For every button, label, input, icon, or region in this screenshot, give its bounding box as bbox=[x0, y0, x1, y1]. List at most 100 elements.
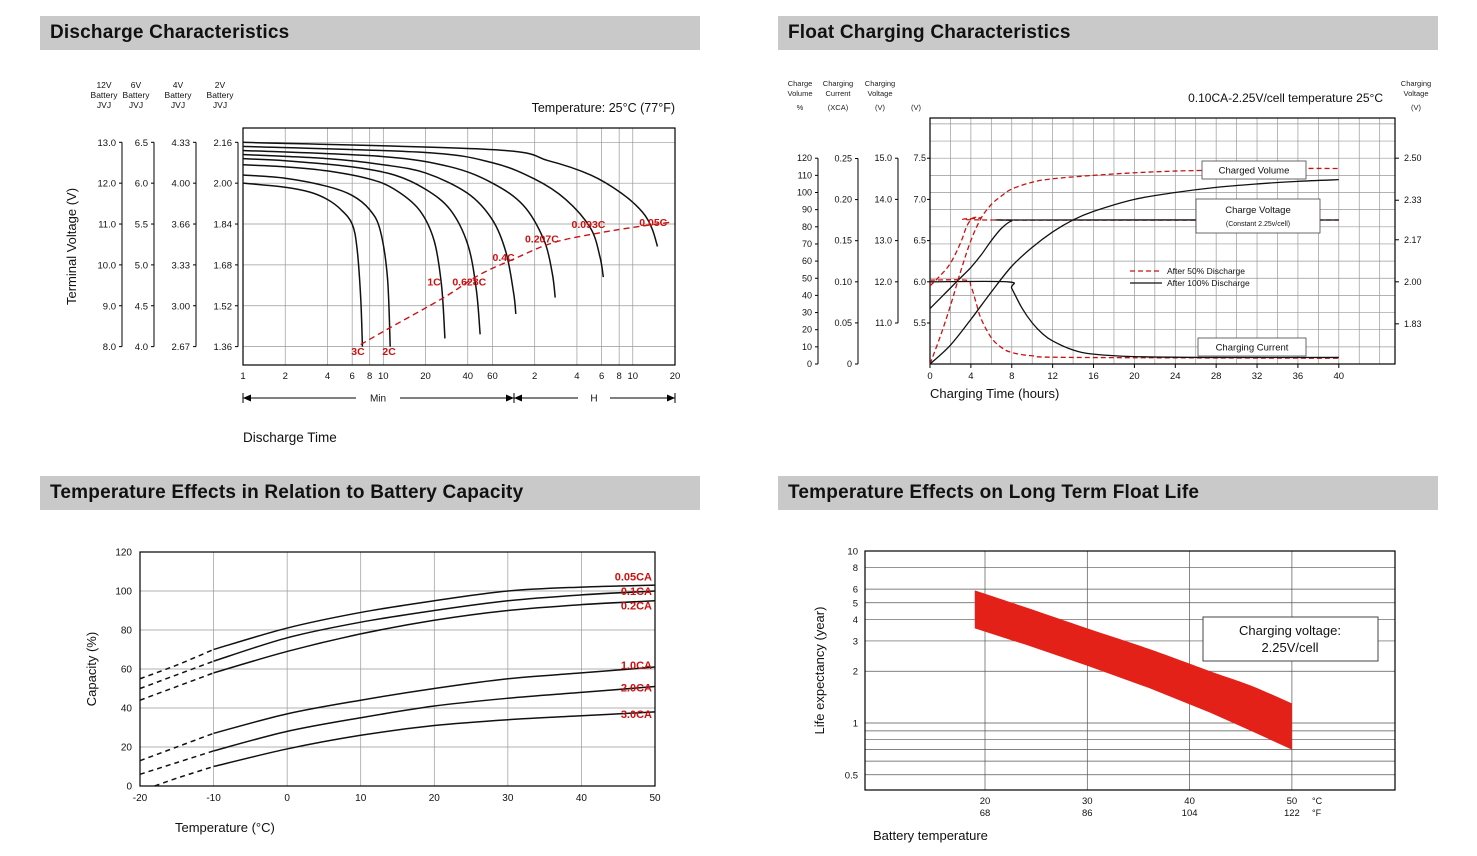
series-3C bbox=[242, 182, 364, 347]
y-tick: 0.05 bbox=[834, 318, 852, 328]
x-tick-fahrenheit: 86 bbox=[1082, 808, 1093, 819]
section-discharge: Discharge Characteristics 1 2 4 6 8 10 20 40 60 2… bbox=[40, 16, 700, 460]
y-axis-label: Capacity (%) bbox=[84, 632, 99, 706]
axis-arrowhead bbox=[243, 394, 251, 402]
series-charging-current-after-100 bbox=[929, 280, 1339, 359]
curve-label: Charge Voltage bbox=[1225, 205, 1291, 216]
x-unit-h: H bbox=[590, 394, 597, 405]
axis-arrowhead bbox=[667, 394, 675, 402]
chart-text: 4 bbox=[325, 371, 330, 382]
y-tick: 15.0 bbox=[874, 153, 892, 163]
chart-text: 4 bbox=[574, 371, 579, 382]
y-tick: 90 bbox=[802, 205, 812, 215]
x-tick: 10 bbox=[355, 793, 367, 804]
axis-arrowhead bbox=[514, 394, 522, 402]
series-1.0CA-dashed bbox=[139, 732, 214, 762]
series-0.05C bbox=[242, 141, 659, 247]
y-tick: 40 bbox=[121, 704, 133, 715]
series-label-0.2CA: 0.2CA bbox=[621, 601, 652, 613]
y-tick-right: 2.33 bbox=[1404, 195, 1422, 205]
y-tick: 120 bbox=[797, 153, 812, 163]
y-tick: 7.0 bbox=[913, 194, 926, 204]
chart-text: 2 bbox=[283, 371, 288, 382]
section-float-life: Temperature Effects on Long Term Float L… bbox=[778, 476, 1438, 855]
y-tick: 30 bbox=[802, 308, 812, 318]
series-charge-voltage-after-100 bbox=[929, 219, 1339, 310]
y-tick: 50 bbox=[802, 273, 812, 283]
discharge-chart: 1 2 4 6 8 10 20 40 60 2 4 6 8 10 2012VBatteryJVJ13.012… bbox=[64, 80, 681, 445]
y-tick: 20 bbox=[121, 743, 133, 754]
y-axis-header: Battery bbox=[123, 90, 151, 100]
series-label-3C: 3C bbox=[351, 346, 365, 358]
y-axis-header: 2V bbox=[215, 80, 226, 90]
x-tick: 0 bbox=[927, 371, 932, 382]
y-tick: 8.0 bbox=[103, 342, 116, 353]
annotation-line-1: Charging voltage: bbox=[1239, 623, 1341, 638]
y-tick: 2 bbox=[853, 667, 858, 678]
x-tick: -10 bbox=[206, 793, 221, 804]
series-label-0.05CA: 0.05CA bbox=[615, 571, 652, 583]
y-tick: 70 bbox=[802, 239, 812, 249]
series-0.2CA bbox=[213, 600, 656, 674]
y-tick: 7.5 bbox=[913, 153, 926, 163]
y-tick: 40 bbox=[802, 290, 812, 300]
x-tick-fahrenheit: 104 bbox=[1182, 808, 1198, 819]
x-axis-label: Temperature (°C) bbox=[175, 820, 275, 835]
curve-label: Charged Volume bbox=[1219, 166, 1290, 177]
x-unit-min: Min bbox=[370, 394, 386, 405]
x-tick-celsius: 40 bbox=[1184, 796, 1195, 807]
axis-header-right: Voltage bbox=[1403, 89, 1428, 98]
temperature-capacity-title: Temperature Effects in Relation to Batte… bbox=[50, 482, 524, 503]
y-tick: 5.5 bbox=[913, 318, 926, 328]
series-0.1CA bbox=[213, 590, 656, 662]
chart-text: 40 bbox=[462, 371, 473, 382]
x-unit-celsius: °C bbox=[1312, 796, 1323, 806]
series-1.0CA bbox=[213, 666, 656, 735]
y-tick: 1.84 bbox=[214, 220, 233, 231]
x-tick: 36 bbox=[1293, 371, 1304, 382]
y-tick: 5 bbox=[853, 598, 858, 609]
float-life-title-bar: Temperature Effects on Long Term Float L… bbox=[778, 476, 1438, 510]
axis-header-right: Charging bbox=[1401, 79, 1431, 88]
conditions-annotation: 0.10CA-2.25V/cell temperature 25°C bbox=[1188, 91, 1383, 105]
series-label-2C: 2C bbox=[382, 346, 396, 358]
curve-label-box bbox=[1197, 337, 1307, 357]
series-0.2CA-dashed bbox=[139, 672, 214, 701]
curve-label-box bbox=[1201, 160, 1307, 180]
chart-text: 10 bbox=[627, 371, 638, 382]
y-axis-header: Battery bbox=[165, 90, 193, 100]
axis-header: % bbox=[797, 103, 804, 112]
axis-header: Charging bbox=[823, 79, 853, 88]
y-tick: 9.0 bbox=[103, 301, 116, 312]
x-tick: 8 bbox=[1009, 371, 1014, 382]
axis-header: Current bbox=[825, 89, 851, 98]
y-tick: 12.0 bbox=[98, 179, 117, 190]
y-axis-header: JVJ bbox=[213, 100, 227, 110]
y-tick: 3 bbox=[853, 636, 858, 647]
series-label-1.0CA: 1.0CA bbox=[621, 660, 652, 672]
plot-border bbox=[139, 551, 656, 787]
chart-text: 8 bbox=[617, 371, 622, 382]
curve-sublabel: (Constant 2.25v/cell) bbox=[1226, 221, 1290, 228]
chart-text: 8 bbox=[367, 371, 372, 382]
y-axis-header: JVJ bbox=[129, 100, 143, 110]
chart-text: 20 bbox=[670, 371, 681, 382]
y-tick: 10 bbox=[847, 547, 858, 558]
series-label-0.1CA: 0.1CA bbox=[621, 586, 652, 598]
x-tick-fahrenheit: 68 bbox=[980, 808, 991, 819]
y-tick: 0.25 bbox=[834, 154, 852, 164]
x-tick: 12 bbox=[1047, 371, 1058, 382]
series-label-0.4C: 0.4C bbox=[492, 252, 515, 264]
y-tick: 4.0 bbox=[135, 342, 148, 353]
chart-text: 2 bbox=[532, 371, 537, 382]
series-label-0.628C: 0.628C bbox=[452, 276, 486, 288]
axis-header: Charge bbox=[788, 79, 813, 88]
temperature-capacity-title-bar: Temperature Effects in Relation to Batte… bbox=[40, 476, 700, 510]
discharge-title-bar: Discharge Characteristics bbox=[40, 16, 700, 50]
y-tick: 1.52 bbox=[214, 301, 233, 312]
plot-border bbox=[929, 117, 1396, 365]
y-tick: 6.5 bbox=[135, 138, 148, 149]
float-life-title: Temperature Effects on Long Term Float L… bbox=[788, 482, 1200, 503]
x-tick: 50 bbox=[649, 793, 661, 804]
